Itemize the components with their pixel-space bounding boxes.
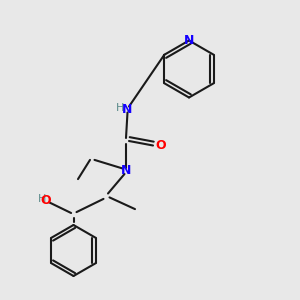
Text: O: O xyxy=(155,139,166,152)
Text: N: N xyxy=(121,164,131,178)
Text: N: N xyxy=(184,34,194,47)
Text: H: H xyxy=(116,103,124,113)
Text: N: N xyxy=(122,103,133,116)
Text: O: O xyxy=(40,194,51,208)
Text: H: H xyxy=(38,194,46,205)
